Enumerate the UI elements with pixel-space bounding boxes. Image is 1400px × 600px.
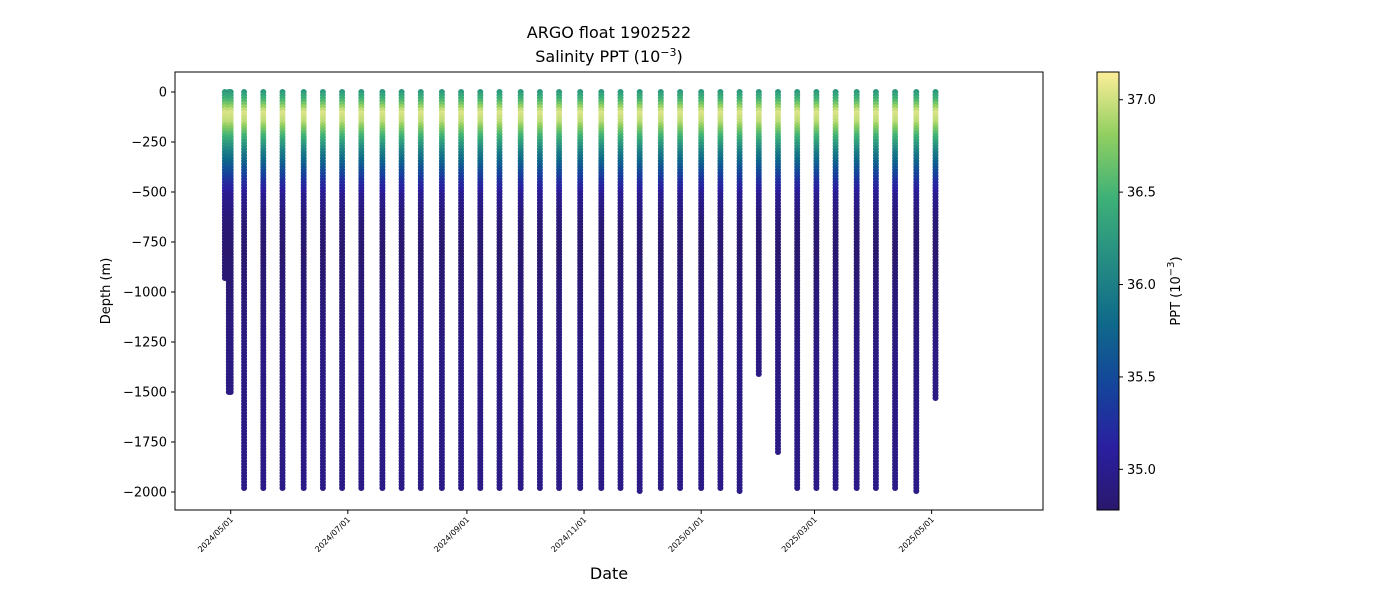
profile-2024-10-19: [556, 89, 563, 491]
chart-title-block: ARGO float 1902522 Salinity PPT (10−3): [527, 23, 691, 66]
profile-2025-01-31: [755, 89, 762, 377]
chart-title: ARGO float 1902522: [527, 23, 691, 42]
data-point: [260, 485, 267, 491]
data-point: [698, 485, 705, 491]
profile-2024-11-30: [636, 89, 643, 494]
data-point: [717, 485, 724, 491]
profile-2024-05-08: [241, 89, 248, 491]
profile-2024-06-08: [300, 89, 307, 491]
data-point: [556, 485, 563, 491]
data-point: [677, 485, 684, 491]
data-point: [536, 485, 543, 491]
chart-subtitle: Salinity PPT (10−3): [535, 46, 683, 66]
data-point: [379, 485, 386, 491]
data-point: [517, 485, 524, 491]
profile-2025-05-03: [932, 89, 939, 401]
data-point: [496, 485, 503, 491]
data-point: [813, 485, 820, 491]
profile-2024-07-29: [398, 89, 405, 491]
profile-2024-06-18: [319, 89, 326, 491]
plot-area: [221, 89, 939, 494]
data-point: [438, 485, 445, 491]
data-point: [736, 488, 743, 494]
data-point: [241, 485, 248, 491]
data-point: [913, 488, 920, 494]
profile-2024-05-18: [260, 89, 267, 491]
profile-2024-07-08: [358, 89, 365, 491]
profile-2024-09-08: [477, 89, 484, 491]
data-point: [398, 485, 405, 491]
profile-2025-02-20: [794, 89, 801, 491]
profile-2024-08-29: [458, 89, 465, 491]
profile-2024-11-10: [598, 89, 605, 491]
data-point: [636, 488, 643, 494]
profile-2025-01-11: [717, 89, 724, 491]
profile-2024-09-29: [517, 89, 524, 491]
data-point: [755, 371, 762, 377]
profile-2024-12-11: [657, 89, 664, 491]
profile-2025-04-02: [872, 89, 879, 491]
profile-2024-10-09: [536, 89, 543, 491]
profile-2024-08-19: [438, 89, 445, 491]
data-point: [853, 485, 860, 491]
profile-2024-05-28: [279, 89, 286, 491]
data-point: [319, 485, 326, 491]
data-point: [417, 485, 424, 491]
profile-2025-04-12: [892, 89, 899, 491]
data-point: [458, 485, 465, 491]
data-point: [300, 485, 307, 491]
profile-2024-07-19: [379, 89, 386, 491]
profile-2024-10-30: [577, 89, 584, 491]
profile-2024-09-18: [496, 89, 503, 491]
profile-2024-06-28: [339, 89, 346, 491]
data-point: [892, 485, 899, 491]
profile-2025-01-01: [698, 89, 705, 491]
profile-2025-02-10: [775, 89, 781, 455]
data-point: [227, 389, 234, 395]
data-point: [775, 449, 781, 455]
data-point: [598, 485, 605, 491]
profile-2024-11-20: [617, 89, 624, 491]
data-point: [358, 485, 365, 491]
data-point: [872, 485, 879, 491]
data-point: [617, 485, 624, 491]
data-point: [832, 485, 839, 491]
profile-2025-01-21: [736, 89, 743, 494]
profile-2024-05-01: [227, 89, 234, 395]
data-point: [794, 485, 801, 491]
data-point: [657, 485, 664, 491]
profile-2025-03-12: [832, 89, 839, 491]
data-point: [477, 485, 484, 491]
profile-2025-03-23: [853, 89, 860, 491]
profile-2024-12-21: [677, 89, 684, 491]
data-point: [339, 485, 346, 491]
profile-2025-03-02: [813, 89, 820, 491]
profile-2024-08-08: [417, 89, 424, 491]
profile-2025-04-23: [913, 89, 920, 494]
data-point: [577, 485, 584, 491]
data-point: [279, 485, 286, 491]
